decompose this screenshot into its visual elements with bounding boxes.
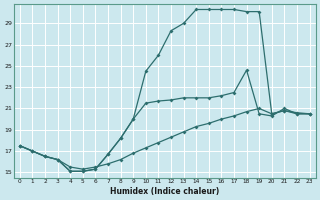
X-axis label: Humidex (Indice chaleur): Humidex (Indice chaleur) (110, 187, 219, 196)
